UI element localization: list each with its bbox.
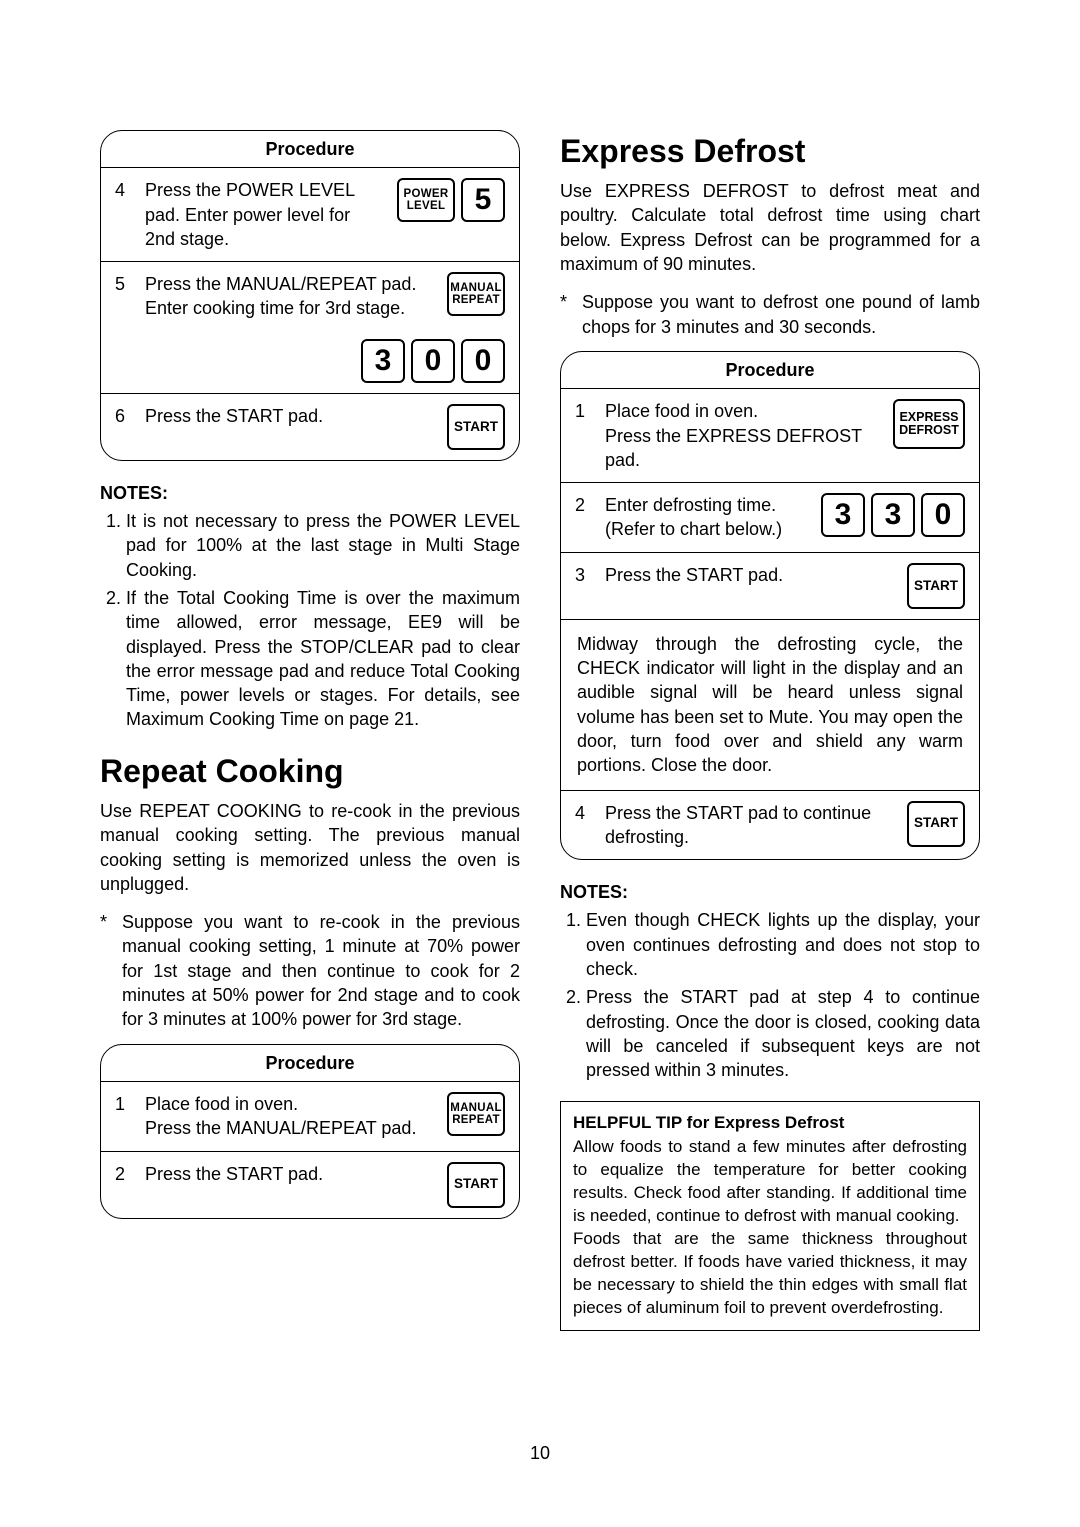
- step-number: 2: [115, 1162, 135, 1208]
- step-text: Press the START pad to continue defrosti…: [605, 801, 895, 850]
- step-keys: START: [447, 1162, 505, 1208]
- step-number: 1: [115, 1092, 135, 1141]
- step-number: 4: [115, 178, 135, 251]
- note-item: Press the START pad at step 4 to continu…: [586, 985, 980, 1082]
- step-keys: START: [447, 404, 505, 450]
- start-key: START: [907, 801, 965, 847]
- manual-repeat-key: MANUAL REPEAT: [447, 272, 505, 316]
- step-keys: 3 3 0: [821, 493, 965, 542]
- digit-key: 3: [871, 493, 915, 537]
- digit-key: 0: [411, 339, 455, 383]
- power-level-key: POWER LEVEL: [397, 178, 455, 222]
- step-text: Press the POWER LEVEL pad. Enter power l…: [145, 178, 385, 251]
- step-keys: START: [907, 563, 965, 609]
- helpful-tip-box: HELPFUL TIP for Express Defrost Allow fo…: [560, 1101, 980, 1331]
- left-column: Procedure 4 Press the POWER LEVEL pad. E…: [100, 130, 520, 1331]
- example-paragraph: Suppose you want to re-cook in the previ…: [100, 910, 520, 1031]
- page-number: 10: [0, 1441, 1080, 1465]
- tip-heading: HELPFUL TIP for Express Defrost: [573, 1112, 967, 1135]
- procedure-row: 3 Press the START pad. START: [561, 553, 979, 620]
- step-text: Press the START pad.: [605, 563, 895, 609]
- example-paragraph: Suppose you want to defrost one pound of…: [560, 290, 980, 339]
- procedure-multistage-cont: Procedure 4 Press the POWER LEVEL pad. E…: [100, 130, 520, 461]
- start-key: START: [907, 563, 965, 609]
- procedure-row: 2 Press the START pad. START: [101, 1152, 519, 1218]
- notes-list: Even though CHECK lights up the display,…: [560, 908, 980, 1082]
- note-item: Even though CHECK lights up the display,…: [586, 908, 980, 981]
- procedure-note: Midway through the defrosting cycle, the…: [561, 620, 979, 791]
- step-number: 1: [575, 399, 595, 472]
- step-text: Enter defrosting time. (Refer to chart b…: [605, 493, 809, 542]
- step-number: 5: [115, 272, 135, 321]
- procedure-row: 5 Press the MANUAL/REPEAT pad. Enter coo…: [101, 262, 519, 394]
- tip-body: Allow foods to stand a few minutes after…: [573, 1136, 967, 1320]
- lead-paragraph: Use REPEAT COOKING to re-cook in the pre…: [100, 799, 520, 896]
- digit-key: 5: [461, 178, 505, 222]
- digit-key: 3: [821, 493, 865, 537]
- procedure-row: 4 Press the POWER LEVEL pad. Enter power…: [101, 168, 519, 262]
- notes-list: It is not necessary to press the POWER L…: [100, 509, 520, 732]
- note-item: It is not necessary to press the POWER L…: [126, 509, 520, 582]
- start-key: START: [447, 1162, 505, 1208]
- step-keys: EXPRESS DEFROST: [893, 399, 965, 472]
- procedure-header: Procedure: [101, 1045, 519, 1082]
- step-number: 3: [575, 563, 595, 609]
- procedure-row: 6 Press the START pad. START: [101, 394, 519, 460]
- lead-paragraph: Use EXPRESS DEFROST to defrost meat and …: [560, 179, 980, 276]
- procedure-row: 1 Place food in oven. Press the EXPRESS …: [561, 389, 979, 483]
- procedure-row: 1 Place food in oven. Press the MANUAL/R…: [101, 1082, 519, 1152]
- step-number: 4: [575, 801, 595, 850]
- procedure-header: Procedure: [561, 352, 979, 389]
- step-keys: MANUAL REPEAT: [447, 1092, 505, 1141]
- step-keys: START: [907, 801, 965, 850]
- step-text: Press the MANUAL/REPEAT pad. Enter cooki…: [145, 272, 435, 321]
- notes-heading: NOTES:: [560, 880, 980, 904]
- step-keys-top: MANUAL REPEAT: [447, 272, 505, 321]
- digit-key: 0: [921, 493, 965, 537]
- section-heading-express-defrost: Express Defrost: [560, 130, 980, 173]
- procedure-row: 2 Enter defrosting time. (Refer to chart…: [561, 483, 979, 553]
- procedure-row: 4 Press the START pad to continue defros…: [561, 791, 979, 860]
- section-heading-repeat-cooking: Repeat Cooking: [100, 750, 520, 793]
- step-text: Press the START pad.: [145, 1162, 435, 1208]
- note-item: If the Total Cooking Time is over the ma…: [126, 586, 520, 732]
- express-defrost-key: EXPRESS DEFROST: [893, 399, 965, 449]
- step-number: 6: [115, 404, 135, 450]
- procedure-header: Procedure: [101, 131, 519, 168]
- step-text: Press the START pad.: [145, 404, 435, 450]
- step-keys: POWER LEVEL 5: [397, 178, 505, 251]
- step-keys-bottom: 3 0 0: [115, 339, 505, 383]
- digit-key: 3: [361, 339, 405, 383]
- manual-repeat-key: MANUAL REPEAT: [447, 1092, 505, 1136]
- notes-heading: NOTES:: [100, 481, 520, 505]
- procedure-repeat-cooking: Procedure 1 Place food in oven. Press th…: [100, 1044, 520, 1219]
- procedure-express-defrost: Procedure 1 Place food in oven. Press th…: [560, 351, 980, 860]
- step-number: 2: [575, 493, 595, 542]
- digit-key: 0: [461, 339, 505, 383]
- right-column: Express Defrost Use EXPRESS DEFROST to d…: [560, 130, 980, 1331]
- step-text: Place food in oven. Press the EXPRESS DE…: [605, 399, 881, 472]
- step-text: Place food in oven. Press the MANUAL/REP…: [145, 1092, 435, 1141]
- start-key: START: [447, 404, 505, 450]
